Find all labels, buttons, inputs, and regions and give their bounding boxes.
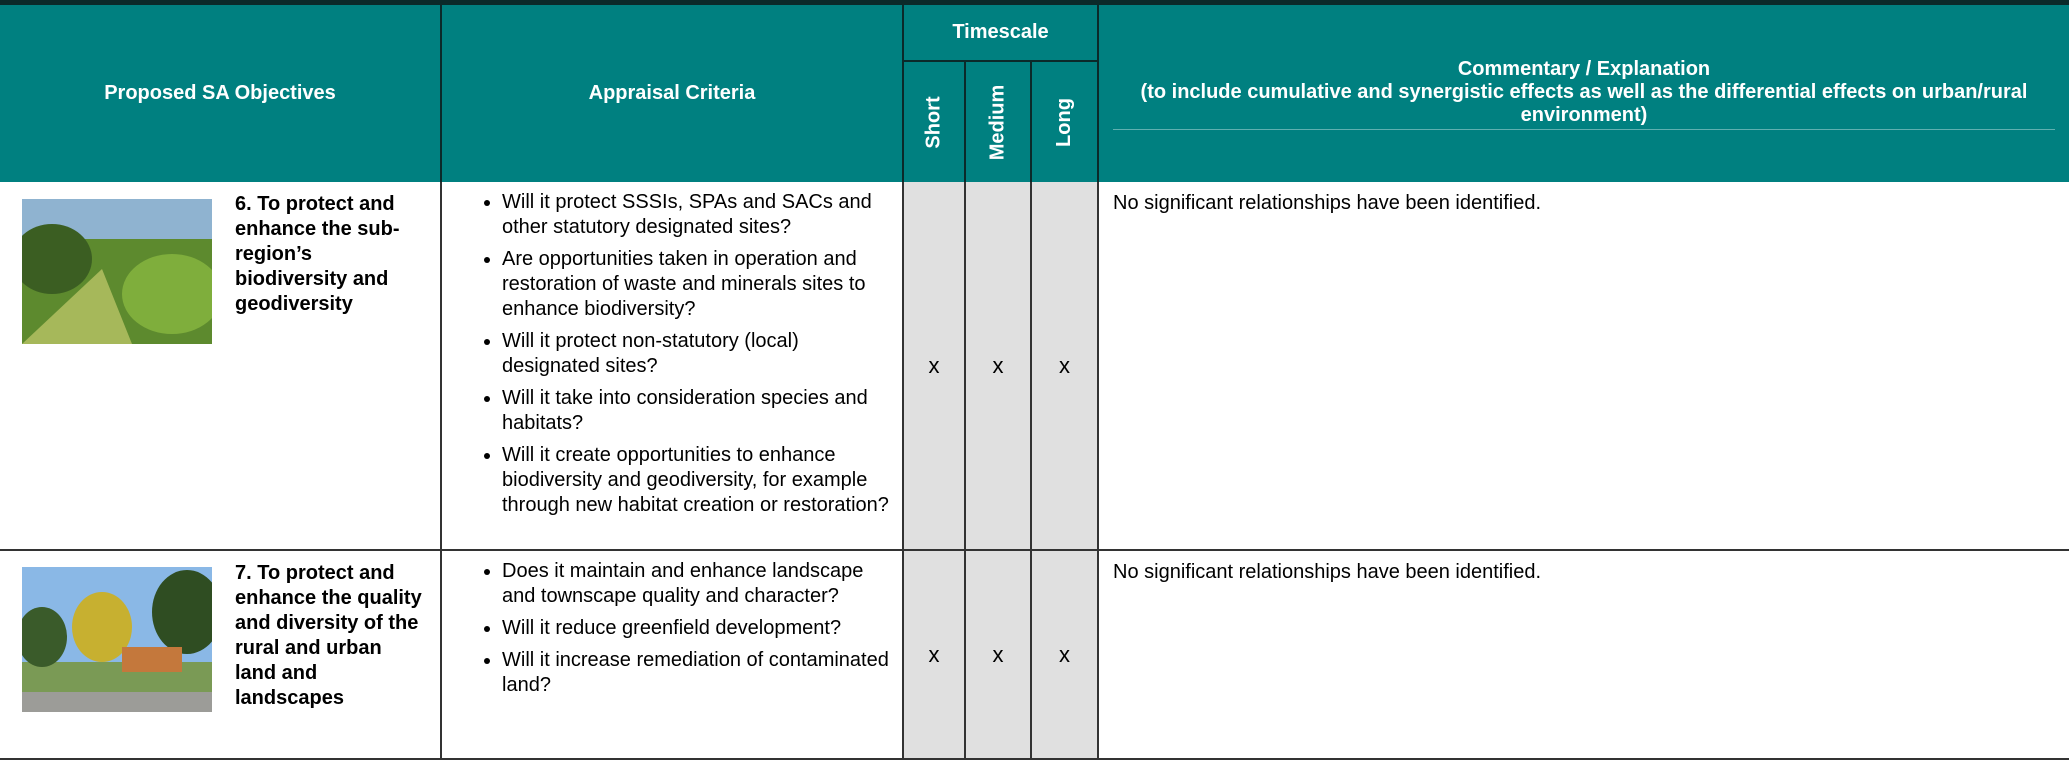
header-text: (to include cumulative and synergistic e… xyxy=(1113,81,2055,130)
objective-text: 7. To protect and enhance the quality an… xyxy=(235,562,422,709)
header-text: Proposed SA Objectives xyxy=(104,82,336,104)
timescale-mark: x xyxy=(1032,182,1099,551)
header-objectives: Proposed SA Objectives xyxy=(0,5,442,182)
header-long: Long xyxy=(1032,62,1099,182)
criterion: Will it reduce greenfield development? xyxy=(502,616,892,641)
photo xyxy=(22,567,212,712)
header-short: Short xyxy=(904,62,966,182)
timescale-mark: x xyxy=(904,182,966,551)
timescale-mark: x xyxy=(966,182,1032,551)
criterion: Will it create opportunities to enhance … xyxy=(502,443,892,518)
criterion: Will it take into consideration species … xyxy=(502,386,892,436)
criterion: Will it protect non-statutory (local) de… xyxy=(502,329,892,379)
header-commentary: Commentary / Explanation (to include cum… xyxy=(1099,5,2069,182)
header-text: Long xyxy=(1053,97,1075,147)
photo xyxy=(22,199,212,344)
criteria-list: Will it protect SSSIs, SPAs and SACs and… xyxy=(442,182,902,518)
criterion: Are opportunities taken in operation and… xyxy=(502,247,892,322)
timescale-mark: x xyxy=(1032,551,1099,760)
header-text: Appraisal Criteria xyxy=(588,82,756,104)
criteria-cell: Does it maintain and enhance landscape a… xyxy=(442,551,904,760)
header-timescale: Timescale xyxy=(904,5,1099,62)
timescale-mark: x xyxy=(966,551,1032,760)
criterion: Will it increase remediation of contamin… xyxy=(502,648,892,698)
header-text: Short xyxy=(922,95,945,149)
timescale-mark: x xyxy=(904,551,966,760)
criterion: Will it protect SSSIs, SPAs and SACs and… xyxy=(502,190,892,240)
top-border xyxy=(0,0,2069,5)
commentary: No significant relationships have been i… xyxy=(1099,182,2069,551)
header-text: Medium xyxy=(986,84,1009,160)
criterion: Does it maintain and enhance landscape a… xyxy=(502,559,892,609)
header-text: Timescale xyxy=(952,21,1049,43)
header-criteria: Appraisal Criteria xyxy=(442,5,904,182)
header-text: Commentary / Explanation xyxy=(1457,57,1711,80)
objective-text: 6. To protect and enhance the sub-region… xyxy=(235,193,400,315)
objective-cell: 6. To protect and enhance the sub-region… xyxy=(0,182,442,551)
header-medium: Medium xyxy=(966,62,1032,182)
criteria-cell: Will it protect SSSIs, SPAs and SACs and… xyxy=(442,182,904,551)
commentary: No significant relationships have been i… xyxy=(1099,551,2069,760)
objective-cell: 7. To protect and enhance the quality an… xyxy=(0,551,442,760)
criteria-list: Does it maintain and enhance landscape a… xyxy=(442,551,902,698)
